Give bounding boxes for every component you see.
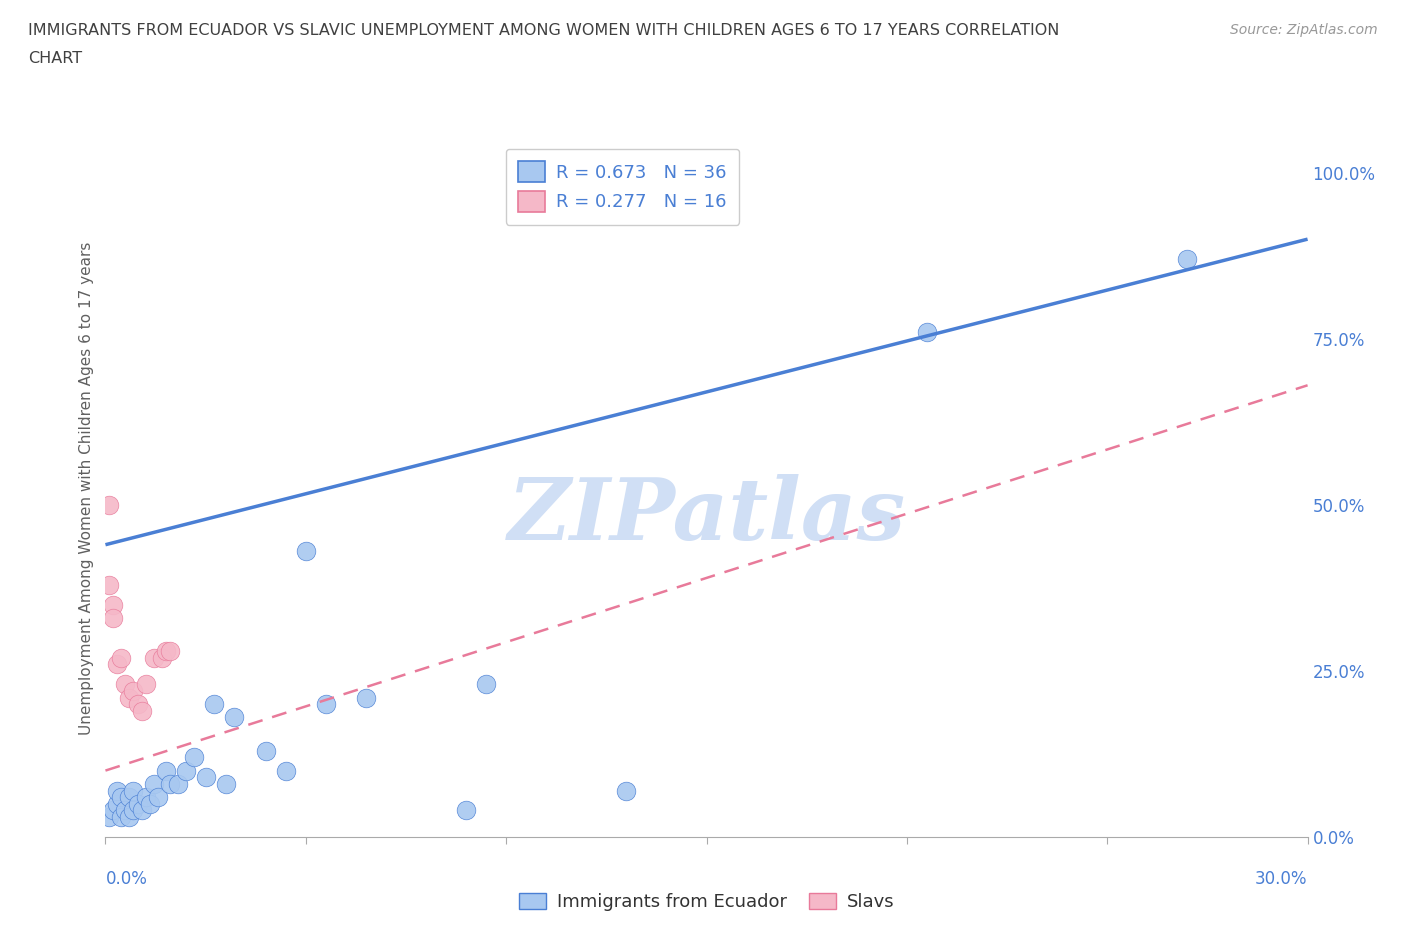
Text: CHART: CHART	[28, 51, 82, 66]
Point	[122, 783, 145, 798]
Point	[174, 764, 197, 778]
Point	[131, 803, 153, 817]
Point	[159, 777, 181, 791]
Point	[138, 796, 160, 811]
Point	[354, 690, 377, 705]
Point	[114, 803, 136, 817]
Text: IMMIGRANTS FROM ECUADOR VS SLAVIC UNEMPLOYMENT AMONG WOMEN WITH CHILDREN AGES 6 : IMMIGRANTS FROM ECUADOR VS SLAVIC UNEMPL…	[28, 23, 1060, 38]
Point	[142, 650, 165, 665]
Point	[454, 803, 477, 817]
Text: Source: ZipAtlas.com: Source: ZipAtlas.com	[1230, 23, 1378, 37]
Point	[127, 796, 149, 811]
Point	[118, 690, 141, 705]
Point	[98, 498, 121, 512]
Point	[98, 810, 121, 825]
Point	[616, 783, 638, 798]
Point	[254, 743, 277, 758]
Point	[183, 750, 205, 764]
Point	[159, 644, 181, 658]
Point	[150, 650, 173, 665]
Point	[110, 650, 132, 665]
Point	[118, 790, 141, 804]
Point	[110, 810, 132, 825]
Point	[155, 644, 177, 658]
Point	[146, 790, 169, 804]
Text: 30.0%: 30.0%	[1256, 870, 1308, 887]
Point	[107, 657, 129, 671]
Point	[103, 803, 125, 817]
Point	[114, 677, 136, 692]
Point	[98, 578, 121, 592]
Point	[103, 610, 125, 625]
Point	[103, 597, 125, 612]
Point	[274, 764, 297, 778]
Point	[127, 697, 149, 711]
Point	[122, 684, 145, 698]
Point	[131, 703, 153, 718]
Point	[166, 777, 188, 791]
Point	[222, 710, 245, 724]
Point	[315, 697, 337, 711]
Point	[107, 783, 129, 798]
Point	[135, 677, 157, 692]
Text: ZIPatlas: ZIPatlas	[508, 474, 905, 558]
Point	[135, 790, 157, 804]
Y-axis label: Unemployment Among Women with Children Ages 6 to 17 years: Unemployment Among Women with Children A…	[79, 242, 94, 735]
Text: 0.0%: 0.0%	[105, 870, 148, 887]
Point	[155, 764, 177, 778]
Point	[915, 325, 938, 339]
Point	[142, 777, 165, 791]
Point	[295, 544, 318, 559]
Point	[122, 803, 145, 817]
Point	[110, 790, 132, 804]
Point	[194, 770, 217, 785]
Point	[214, 777, 236, 791]
Legend: Immigrants from Ecuador, Slavs: Immigrants from Ecuador, Slavs	[512, 886, 901, 919]
Point	[107, 796, 129, 811]
Point	[1177, 252, 1199, 267]
Point	[475, 677, 498, 692]
Point	[118, 810, 141, 825]
Point	[202, 697, 225, 711]
